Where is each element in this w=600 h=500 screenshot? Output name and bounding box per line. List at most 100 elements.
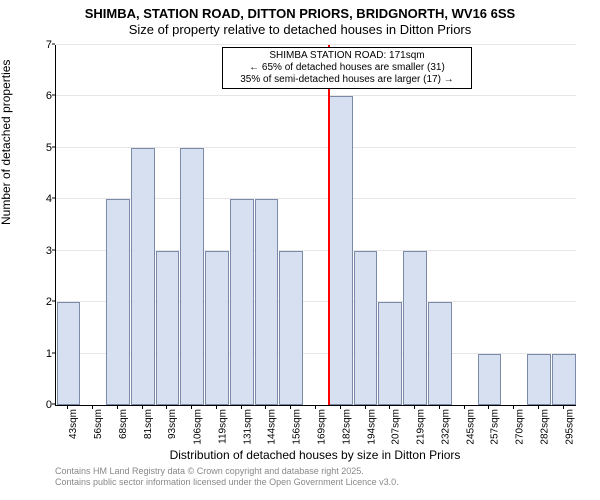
bar [156,251,180,405]
annotation-line: SHIMBA STATION ROAD: 171sqm [227,50,466,62]
y-ticks: 01234567 [30,45,52,405]
bar [552,354,576,405]
chart-title-line1: SHIMBA, STATION ROAD, DITTON PRIORS, BRI… [0,6,600,21]
x-tick-mark [340,405,341,409]
x-tick-label: 245sqm [465,409,476,445]
bar-slot [551,45,576,405]
x-tick-label: 182sqm [341,409,352,445]
bar [527,354,551,405]
x-tick-label: 119sqm [217,409,228,444]
x-tick-label: 156sqm [292,409,303,445]
bar-slot [56,45,81,405]
bar [180,148,204,405]
bar-slot [328,45,353,405]
bar-slot [155,45,180,405]
bar [478,354,502,405]
x-tick-mark [142,405,143,409]
bar-slot [353,45,378,405]
bar-slot [81,45,106,405]
y-tick-label: 0 [30,399,52,411]
x-tick-label: 106sqm [193,409,204,445]
x-tick-label: 81sqm [143,409,154,439]
x-tick-label: 93sqm [168,409,179,439]
x-tick-label: 232sqm [440,409,451,445]
x-tick-mark [265,405,266,409]
x-tick-mark [92,405,93,409]
bar [255,199,279,405]
x-axis-label: Distribution of detached houses by size … [55,448,575,462]
x-tick-mark [315,405,316,409]
x-tick-mark [67,405,68,409]
bar [205,251,229,405]
x-tick-mark [166,405,167,409]
x-tick-mark [538,405,539,409]
bar-slot [502,45,527,405]
x-tick-mark [290,405,291,409]
annotation-box: SHIMBA STATION ROAD: 171sqm← 65% of deta… [222,47,471,89]
bar-slot [477,45,502,405]
x-tick-mark [513,405,514,409]
attribution-line-1: Contains HM Land Registry data © Crown c… [55,466,575,477]
x-tick-label: 282sqm [539,409,550,445]
x-tick-mark [241,405,242,409]
bar [57,302,81,405]
bars-group [56,45,576,405]
y-tick-label: 3 [30,245,52,257]
attribution-text: Contains HM Land Registry data © Crown c… [55,466,575,488]
bar-slot [378,45,403,405]
bar-slot [180,45,205,405]
chart-container: SHIMBA, STATION ROAD, DITTON PRIORS, BRI… [0,0,600,500]
bar-slot [427,45,452,405]
bar [354,251,378,405]
bar-slot [452,45,477,405]
x-tick-mark [389,405,390,409]
y-tick-label: 1 [30,348,52,360]
y-tick-label: 5 [30,142,52,154]
bar [230,199,254,405]
x-tick-label: 257sqm [490,409,501,445]
bar-slot [279,45,304,405]
x-tick-label: 169sqm [316,409,327,445]
bar [106,199,130,405]
x-tick-mark [191,405,192,409]
x-tick-mark [117,405,118,409]
bar-slot [527,45,552,405]
bar [428,302,452,405]
annotation-line: ← 65% of detached houses are smaller (31… [227,62,466,74]
y-axis-label: Number of detached properties [0,60,13,225]
bar-slot [229,45,254,405]
annotation-line: 35% of semi-detached houses are larger (… [227,74,466,86]
plot-area: SHIMBA STATION ROAD: 171sqm← 65% of deta… [55,45,576,406]
y-tick-label: 6 [30,90,52,102]
x-tick-mark [464,405,465,409]
chart-title-line2: Size of property relative to detached ho… [0,22,600,37]
attribution-line-2: Contains public sector information licen… [55,477,575,488]
bar [279,251,303,405]
x-tick-mark [563,405,564,409]
x-tick-label: 43sqm [69,409,80,439]
x-tick-mark [365,405,366,409]
x-tick-label: 68sqm [118,409,129,439]
x-tick-label: 270sqm [515,409,526,445]
x-tick-mark [216,405,217,409]
bar-slot [106,45,131,405]
bar-slot [130,45,155,405]
y-tick-label: 2 [30,296,52,308]
bar [378,302,402,405]
bar-slot [304,45,329,405]
bar-slot [254,45,279,405]
x-tick-mark [414,405,415,409]
x-tick-label: 144sqm [267,409,278,445]
bar [403,251,427,405]
x-tick-label: 207sqm [391,409,402,445]
y-tick-label: 7 [30,39,52,51]
x-tick-label: 295sqm [564,409,575,445]
x-tick-label: 194sqm [366,409,377,445]
x-tick-label: 219sqm [415,409,426,445]
bar [329,96,353,405]
x-tick-label: 131sqm [242,409,253,445]
bar-slot [205,45,230,405]
y-tick-label: 4 [30,193,52,205]
x-tick-mark [488,405,489,409]
marker-line [328,45,330,405]
